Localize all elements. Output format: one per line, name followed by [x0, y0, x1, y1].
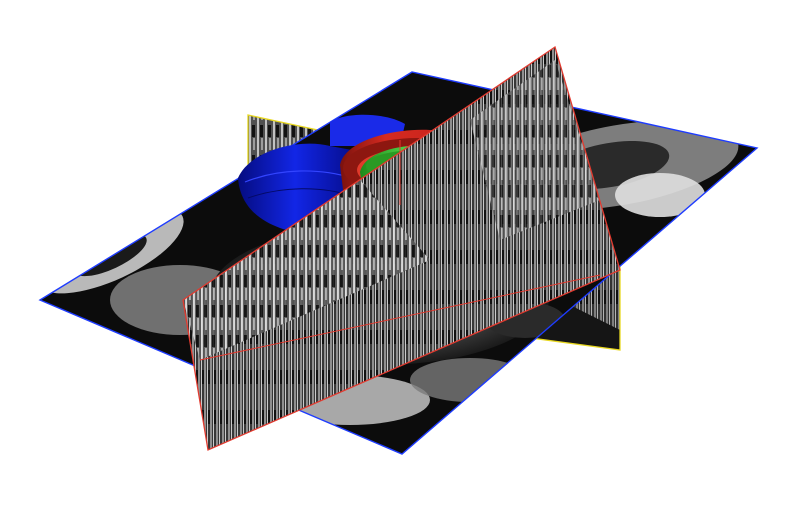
axial-sagittal-intersection — [199, 274, 601, 361]
sagittal-slice-border — [182, 45, 621, 451]
sagittal-slice — [183, 47, 620, 450]
